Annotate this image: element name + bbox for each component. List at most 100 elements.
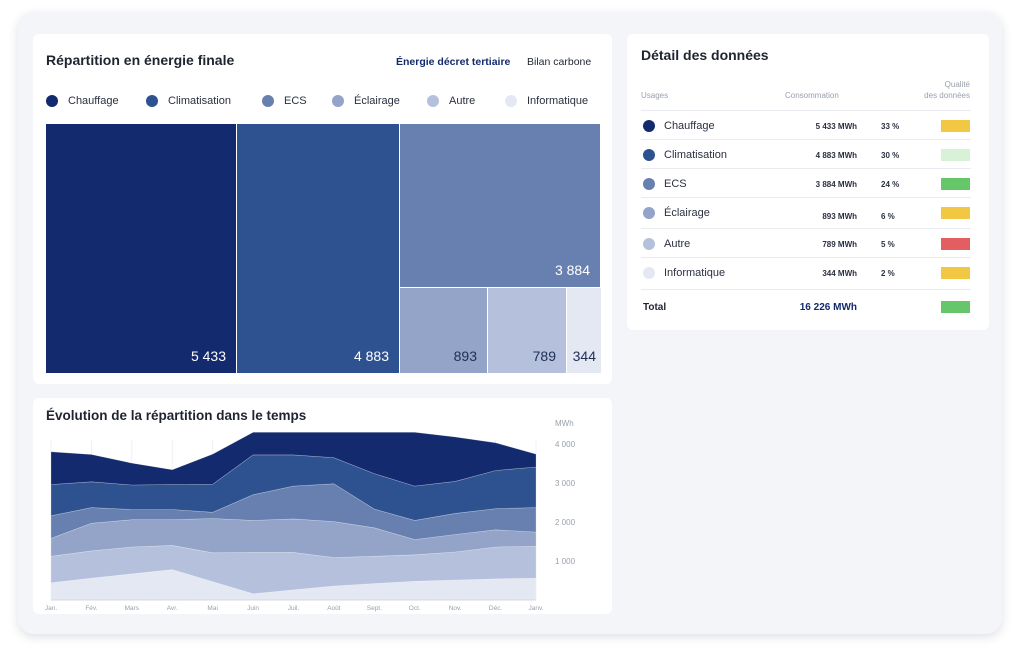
tile-value-label: 344 <box>572 348 596 364</box>
table-row[interactable]: Chauffage 5 433 MWh 33 % <box>641 110 971 139</box>
treemap-card: Répartition en énergie finale Énergie dé… <box>33 34 612 384</box>
legend-item-chauffage[interactable]: Chauffage <box>46 95 119 107</box>
usage-dot <box>643 178 655 190</box>
usage-label: Climatisation <box>664 149 727 161</box>
toggle-bilan-carbone[interactable]: Bilan carbone <box>527 56 592 68</box>
usage-dot <box>643 207 655 219</box>
usage-label: Autre <box>664 238 691 250</box>
usage-dot <box>643 238 655 250</box>
table-row[interactable]: Climatisation 4 883 MWh 30 % <box>641 139 971 168</box>
column-header-usages: Usages <box>641 91 669 100</box>
quality-badge <box>941 267 970 279</box>
treemap-tile-climatisation[interactable]: 4 883 <box>237 124 400 374</box>
legend-dot <box>505 95 517 107</box>
total-value: 16 226 MWh <box>799 302 857 313</box>
column-header-qualite: Qualité <box>944 80 970 89</box>
area-chart-title: Évolution de la répartition dans le temp… <box>46 408 307 423</box>
quality-badge <box>941 149 970 161</box>
legend-dot <box>146 95 158 107</box>
table-total-row: Total 16 226 MWh <box>641 289 971 319</box>
total-label: Total <box>643 302 667 313</box>
percentage-value: 30 % <box>881 151 900 160</box>
x-tick-label: Déc. <box>489 605 503 612</box>
tile-value-label: 4 883 <box>353 348 389 364</box>
consumption-value: 789 MWh <box>822 240 857 249</box>
x-tick-label: Juil. <box>288 605 300 612</box>
legend-dot <box>262 95 274 107</box>
table-row[interactable]: Autre 789 MWh 5 % <box>641 228 971 257</box>
table-row[interactable]: Éclairage 893 MWh 6 % <box>641 197 971 228</box>
usage-dot <box>643 149 655 161</box>
x-tick-label: Mai <box>207 605 217 612</box>
x-tick-label: Avr. <box>167 605 178 612</box>
legend-item-climatisation[interactable]: Climatisation <box>146 95 231 107</box>
percentage-value: 5 % <box>881 240 895 249</box>
treemap-tile-autre[interactable]: 789 <box>488 288 567 374</box>
usage-dot <box>643 120 655 132</box>
x-tick-label: Janv. <box>528 605 543 612</box>
treemap-tile-chauffage[interactable]: 5 433 <box>46 124 237 374</box>
tile-value-label: 789 <box>532 348 556 364</box>
consumption-value: 4 883 MWh <box>815 151 857 160</box>
dashboard-frame: Répartition en énergie finale Énergie dé… <box>18 12 1002 634</box>
area-chart-card: Évolution de la répartition dans le temp… <box>33 398 612 614</box>
x-tick-label: Fév. <box>85 605 97 612</box>
treemap-chart: 5 433 4 883 3 884 893 789 344 <box>46 124 601 374</box>
legend-label: ECS <box>284 95 307 107</box>
x-tick-label: Nov. <box>449 605 462 612</box>
x-tick-label: Jan. <box>45 605 57 612</box>
legend-dot <box>46 95 58 107</box>
x-tick-label: Août <box>327 605 341 612</box>
legend-item-autre[interactable]: Autre <box>427 95 475 107</box>
table-row[interactable]: Informatique 344 MWh 2 % <box>641 257 971 286</box>
treemap-tile-ecs[interactable]: 3 884 <box>400 124 601 288</box>
treemap-tile-informatique[interactable]: 344 <box>567 288 601 374</box>
legend-item-ecs[interactable]: ECS <box>262 95 307 107</box>
legend-label: Informatique <box>527 95 589 107</box>
legend-label: Autre <box>449 95 476 107</box>
consumption-value: 3 884 MWh <box>815 180 857 189</box>
quality-badge <box>941 120 970 132</box>
x-tick-label: Mars <box>125 605 140 612</box>
percentage-value: 2 % <box>881 269 895 278</box>
percentage-value: 6 % <box>881 212 895 221</box>
y-axis-unit-label: MWh <box>555 419 574 428</box>
legend-label: Climatisation <box>168 95 231 107</box>
consumption-value: 5 433 MWh <box>815 122 857 131</box>
y-tick-label: 2 000 <box>555 518 576 527</box>
treemap-legend: Chauffage Climatisation ECS Éclairage Au… <box>46 95 601 109</box>
legend-label: Chauffage <box>68 95 119 107</box>
treemap-title: Répartition en énergie finale <box>46 52 235 68</box>
usage-label: Informatique <box>664 267 726 279</box>
x-tick-label: Sept. <box>367 605 382 612</box>
tile-value-label: 893 <box>453 348 477 364</box>
consumption-value: 893 MWh <box>822 212 857 221</box>
x-tick-label: Oct. <box>409 605 421 612</box>
usage-label: Chauffage <box>664 120 715 132</box>
column-header-qualite-line2: des données <box>924 91 970 100</box>
column-header-consommation: Consommation <box>785 91 839 100</box>
usage-dot <box>643 267 655 279</box>
y-tick-label: 3 000 <box>555 479 576 488</box>
usage-label: Éclairage <box>664 207 710 219</box>
quality-badge <box>941 207 970 219</box>
percentage-value: 33 % <box>881 122 900 131</box>
tile-value-label: 5 433 <box>190 348 226 364</box>
y-tick-label: 1 000 <box>555 557 576 566</box>
legend-item-eclairage[interactable]: Éclairage <box>332 95 400 107</box>
quality-badge <box>941 178 970 190</box>
area-series-climatisation <box>50 454 537 521</box>
tile-value-label: 3 884 <box>554 262 590 278</box>
consumption-value: 344 MWh <box>822 269 857 278</box>
treemap-tile-eclairage[interactable]: 893 <box>400 288 488 374</box>
legend-dot <box>332 95 344 107</box>
legend-item-informatique[interactable]: Informatique <box>505 95 588 107</box>
table-row[interactable]: ECS 3 884 MWh 24 % <box>641 168 971 197</box>
x-tick-label: Juin <box>247 605 259 612</box>
y-tick-label: 4 000 <box>555 440 576 449</box>
usage-label: ECS <box>664 178 687 190</box>
data-detail-title: Détail des données <box>641 47 769 63</box>
stacked-area-chart: MWh 1 000 2 000 3 000 4 000 Jan. Fév. Mars Avr. M… <box>45 419 576 612</box>
legend-dot <box>427 95 439 107</box>
toggle-energie-decret-tertiaire[interactable]: Énergie décret tertiaire <box>396 56 511 68</box>
